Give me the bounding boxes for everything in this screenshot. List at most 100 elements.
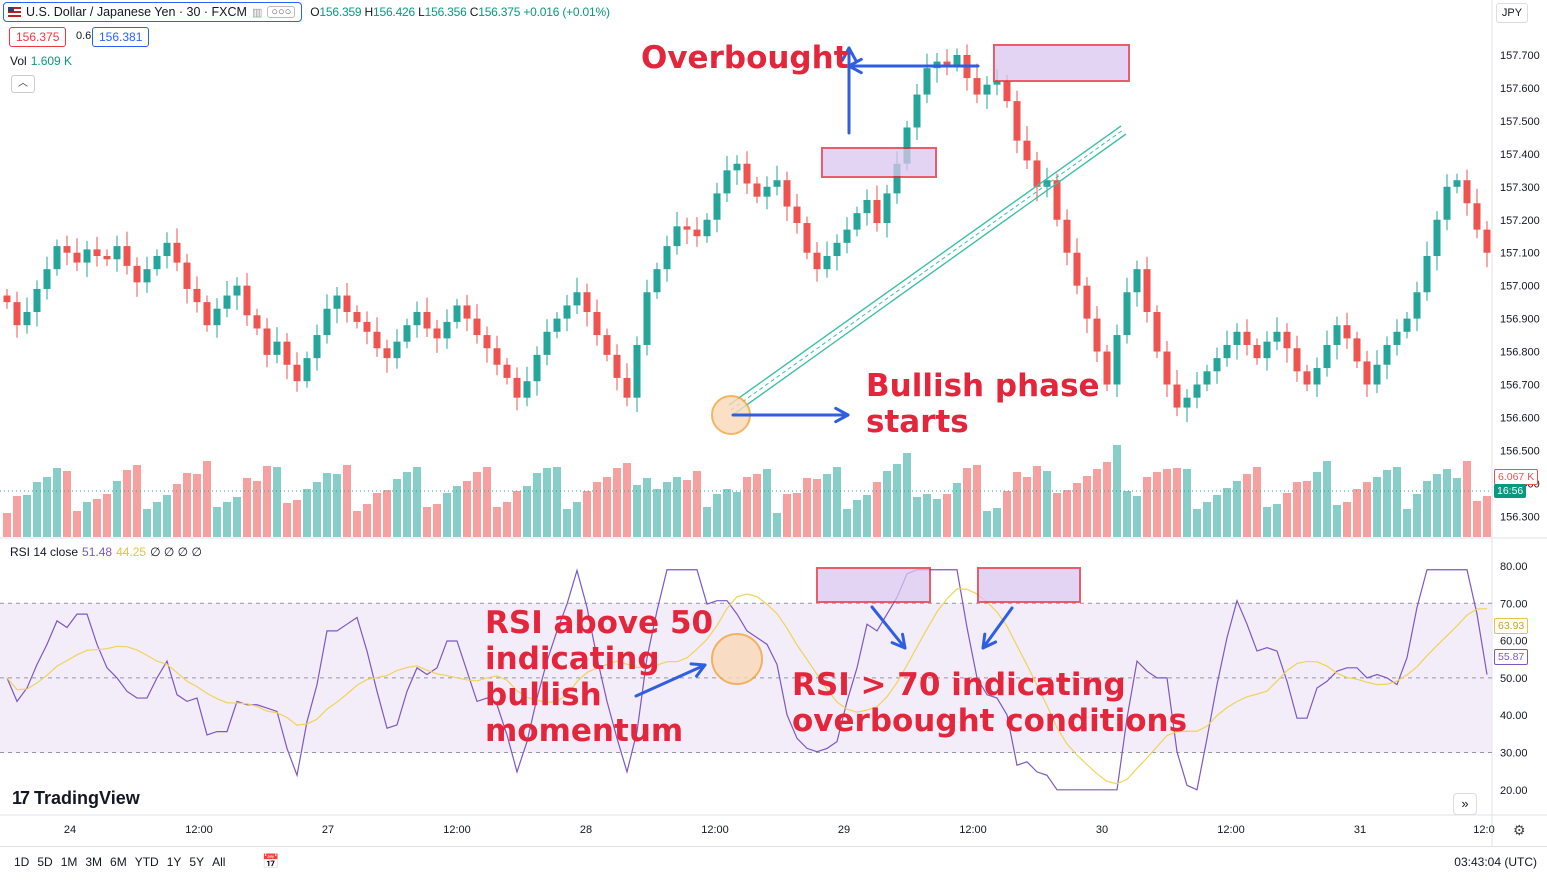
candle (13, 302, 21, 326)
volume-bar (1163, 469, 1171, 537)
candle (763, 186, 771, 197)
candle (1433, 219, 1441, 256)
volume-bar (23, 495, 31, 537)
arrow-overbought-up-head (840, 46, 858, 62)
rsi-tick-label: 30.00 (1500, 748, 1528, 760)
ohlc-readout: O156.359 H156.426 L156.356 C156.375 +0.0… (310, 5, 610, 19)
volume-bar (543, 468, 551, 537)
candle (823, 255, 831, 270)
candle (43, 269, 51, 289)
volume-bar (373, 493, 381, 537)
candle (573, 292, 581, 306)
candle (383, 348, 391, 359)
rsi-value-tag: 55.87 (1494, 649, 1529, 665)
candle (853, 213, 861, 230)
candle (653, 269, 661, 293)
more-options-icon[interactable]: ○○○ (267, 6, 296, 18)
goto-date-icon[interactable]: 📅 (262, 853, 280, 869)
highlight-box (977, 567, 1081, 603)
candle (1453, 180, 1461, 187)
volume-bar (563, 509, 571, 537)
volume-bar (783, 494, 791, 537)
candle (633, 344, 641, 398)
range-3m[interactable]: 3M (85, 855, 103, 869)
candle (193, 288, 201, 303)
candle (473, 318, 481, 336)
sell-price-button[interactable]: 156.375 (9, 27, 67, 47)
flag-icon[interactable]: ▥ (251, 6, 263, 19)
chart-header: U.S. Dollar / Japanese Yen · 30 · FXCM ▥… (3, 2, 610, 22)
candle (303, 358, 311, 382)
candle (1393, 331, 1401, 345)
range-ytd[interactable]: YTD (134, 855, 159, 869)
candle (1233, 331, 1241, 345)
volume-bar (1473, 501, 1481, 537)
volume-bar (1443, 469, 1451, 537)
candle (863, 199, 871, 214)
volume-bar (1353, 489, 1361, 537)
range-1m[interactable]: 1M (60, 855, 78, 869)
rsi-overbought-annotation: RSI > 70 indicating overbought conditions (792, 667, 1188, 739)
candle (973, 78, 981, 95)
candle (713, 193, 721, 220)
range-6m[interactable]: 6M (110, 855, 127, 869)
candle (1073, 252, 1081, 286)
candle (493, 348, 501, 365)
volume-bar (83, 502, 91, 537)
price-tick-label: 157.600 (1500, 83, 1540, 95)
bullish-phase-annotation: Bullish phase starts (866, 368, 1100, 440)
candle (503, 364, 511, 378)
candle (273, 341, 281, 355)
volume-bar (73, 511, 81, 537)
range-1y[interactable]: 1Y (166, 855, 182, 869)
candle (1113, 335, 1121, 385)
volume-bar (253, 481, 261, 537)
volume-bar (1223, 488, 1231, 537)
volume-bar (843, 509, 851, 537)
volume-bar (1263, 507, 1271, 537)
range-5y[interactable]: 5Y (189, 855, 205, 869)
settings-gear-icon[interactable]: ⚙ (1513, 822, 1526, 838)
range-1d[interactable]: 1D (14, 855, 30, 869)
volume-bar (743, 477, 751, 537)
collapse-legend-button[interactable]: ︿ (11, 75, 35, 93)
volume-bar (303, 489, 311, 537)
candle (3, 295, 11, 303)
volume-bar (863, 495, 871, 537)
volume-bar (293, 500, 301, 537)
range-all[interactable]: All (212, 855, 226, 869)
candle (223, 295, 231, 309)
rsi-tick-label: 60.00 (1500, 636, 1528, 648)
candle (353, 312, 361, 322)
candle (33, 288, 41, 313)
buy-price-button[interactable]: 156.381 (92, 27, 150, 47)
candle (1173, 384, 1181, 408)
volume-bar (893, 464, 901, 537)
volume-bar (693, 471, 701, 537)
range-5d[interactable]: 5D (37, 855, 53, 869)
rsi-cross-circle (711, 633, 763, 685)
currency-selector[interactable]: JPY (1496, 3, 1528, 23)
utc-clock[interactable]: 03:43:04 (UTC) (1454, 855, 1537, 869)
candle (753, 183, 761, 197)
price-tick-label: 156.800 (1500, 347, 1540, 359)
volume-bar (1403, 509, 1411, 537)
candle (1483, 229, 1491, 253)
volume-bar (943, 494, 951, 537)
candle (413, 312, 421, 326)
volume-bar (583, 491, 591, 537)
volume-bar (553, 467, 561, 537)
volume-bar (193, 474, 201, 537)
scroll-to-realtime-button[interactable]: » (1453, 793, 1477, 815)
price-tick-label: 156.300 (1500, 511, 1540, 523)
volume-bar (1253, 467, 1261, 537)
candle (783, 180, 791, 207)
symbol-selector[interactable]: U.S. Dollar / Japanese Yen · 30 · FXCM ▥… (3, 2, 303, 22)
volume-bar (1093, 469, 1101, 537)
candle (63, 246, 71, 253)
candle (593, 312, 601, 336)
volume-bar (1293, 482, 1301, 537)
candle (403, 325, 411, 342)
candle (1143, 269, 1151, 313)
